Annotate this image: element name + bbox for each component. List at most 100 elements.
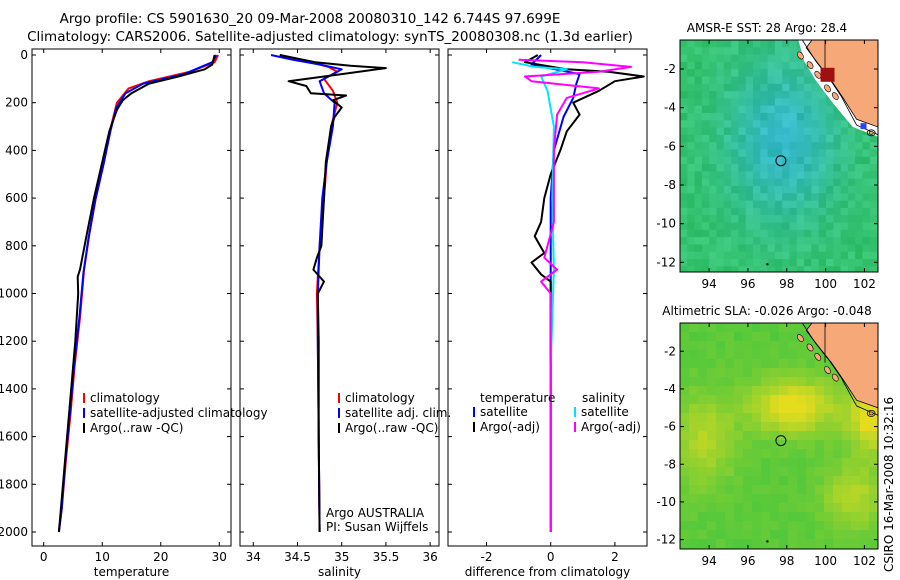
field-cell xyxy=(734,476,744,486)
field-cell xyxy=(734,395,744,405)
field-cell xyxy=(806,494,816,504)
field-cell xyxy=(842,404,852,414)
field-cell xyxy=(840,164,849,172)
annotation-institution: Argo AUSTRALIA xyxy=(326,506,425,520)
field-cell xyxy=(760,207,769,216)
field-cell xyxy=(842,458,852,468)
field-cell xyxy=(752,377,762,387)
field-cell xyxy=(716,449,726,459)
field-cell xyxy=(806,476,816,486)
field-cell xyxy=(811,200,820,209)
field-cell xyxy=(753,222,761,231)
field-cell xyxy=(716,266,725,272)
field-cell xyxy=(862,164,871,172)
field-cell xyxy=(833,164,842,172)
field-cell xyxy=(862,134,871,143)
field-cell xyxy=(709,149,717,158)
field-cell xyxy=(806,539,816,549)
field-cell xyxy=(847,142,856,150)
field-cell xyxy=(760,178,769,187)
legend-group-title: salinity xyxy=(582,391,625,405)
field-cell xyxy=(826,113,834,121)
field-cell xyxy=(826,186,834,194)
field-cell xyxy=(760,113,769,121)
field-cell xyxy=(687,105,696,114)
field-cell xyxy=(680,458,690,468)
field-cell xyxy=(782,113,790,121)
field-cell xyxy=(815,521,825,531)
field-cell xyxy=(855,244,863,253)
field-cell xyxy=(716,368,726,378)
field-cell xyxy=(833,422,843,432)
field-cell xyxy=(824,458,834,468)
field-cell xyxy=(743,494,753,504)
field-cell xyxy=(731,200,739,209)
field-cell xyxy=(774,105,783,114)
field-cell xyxy=(680,539,690,549)
y-tick-label: -2 xyxy=(664,62,676,76)
field-cell xyxy=(716,229,725,238)
field-cell xyxy=(753,259,761,267)
field-cell xyxy=(811,164,820,172)
field-cell xyxy=(818,229,827,238)
field-cell xyxy=(752,449,762,459)
field-cell xyxy=(680,229,688,238)
field-cell xyxy=(723,200,732,209)
field-cell xyxy=(745,61,754,70)
field-cell xyxy=(687,127,696,136)
field-cell xyxy=(734,485,744,495)
field-cell xyxy=(716,341,726,351)
field-cell xyxy=(738,105,747,114)
field-cell xyxy=(753,69,761,77)
series-group xyxy=(57,54,219,533)
field-cell xyxy=(709,193,717,202)
field-cell xyxy=(842,467,852,477)
field-cell xyxy=(804,178,812,187)
field-cell xyxy=(738,171,747,180)
map-frame xyxy=(679,322,879,550)
field-cell xyxy=(842,512,852,522)
field-cell xyxy=(753,134,761,143)
field-cell xyxy=(707,539,717,549)
field-cell xyxy=(774,61,783,70)
field-cell xyxy=(709,69,717,77)
field-cell xyxy=(847,207,856,216)
field-cell xyxy=(694,127,703,136)
legend-entry-label: climatology xyxy=(345,391,415,405)
field-cell xyxy=(731,259,739,267)
field-cell xyxy=(701,200,710,209)
field-cell xyxy=(833,134,842,143)
field-cell xyxy=(689,359,699,369)
field-cell xyxy=(694,259,703,267)
field-cell xyxy=(694,134,703,143)
field-cell xyxy=(869,207,878,216)
island xyxy=(868,411,874,416)
legend-entry-label: Argo(..raw -QC) xyxy=(345,421,438,435)
field-cell xyxy=(774,47,783,56)
y-tick-label: -4 xyxy=(664,382,676,396)
field-cell xyxy=(725,395,735,405)
field-cell xyxy=(680,494,690,504)
field-cell xyxy=(789,47,798,56)
field-cell xyxy=(707,359,717,369)
field-cell xyxy=(788,413,798,423)
field-cell xyxy=(869,503,878,513)
field-cell xyxy=(833,215,842,223)
field-cell xyxy=(709,164,717,172)
field-cell xyxy=(855,229,863,238)
field-cell xyxy=(818,105,827,114)
field-cell xyxy=(782,229,790,238)
field-cell xyxy=(761,404,771,414)
field-cell xyxy=(725,467,735,477)
field-cell xyxy=(760,142,769,150)
field-cell xyxy=(709,76,717,85)
field-cell xyxy=(680,76,688,85)
field-cell xyxy=(694,113,703,121)
field-cell xyxy=(770,404,780,414)
x-tick-label: 34.5 xyxy=(284,550,311,564)
field-cell xyxy=(804,215,812,223)
field-cell xyxy=(716,395,726,405)
field-cell xyxy=(687,207,696,216)
field-cell xyxy=(811,76,820,85)
field-cell xyxy=(698,458,708,468)
